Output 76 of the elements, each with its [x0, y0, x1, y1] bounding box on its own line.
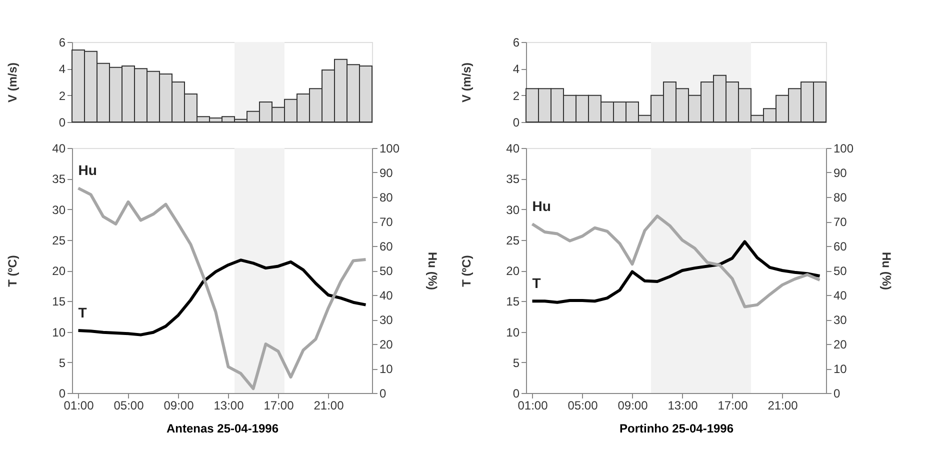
y2-tick-label: 70	[380, 215, 394, 229]
y-tick-label: 25	[506, 233, 520, 248]
series-label: T	[532, 275, 542, 292]
x-tick-label: 21:00	[768, 398, 798, 412]
x-tick-label: 13:00	[668, 398, 698, 412]
y-tick-label: 35	[506, 172, 520, 186]
y-axis-title: V (m/s)	[460, 62, 474, 103]
y-tick-label: 40	[52, 142, 66, 156]
y-tick-label: 35	[52, 172, 66, 186]
y2-tick-label: 60	[834, 240, 848, 254]
y2-tick-label: 10	[834, 362, 848, 376]
y-tick-label: 40	[506, 142, 520, 156]
series-label: Hu	[532, 198, 551, 214]
y2-tick-label: 50	[380, 264, 394, 278]
x-tick-label: 21:00	[314, 398, 344, 412]
x-tick-label: 05:00	[568, 398, 598, 412]
y2-tick-label: 90	[834, 166, 848, 180]
y2-tick-label: 10	[380, 362, 394, 376]
y-tick-label: 5	[512, 356, 520, 370]
y2-axis-title: Hu (%)	[426, 252, 440, 290]
y2-tick-label: 60	[380, 240, 394, 254]
line-series	[76, 186, 368, 390]
y-tick-label: 5	[58, 356, 66, 370]
y-tick-label: 0	[512, 116, 520, 130]
y-tick-label: 6	[512, 36, 520, 50]
y-tick-label: 2	[512, 88, 520, 103]
x-tick-label: 09:00	[618, 398, 648, 412]
y2-tick-label: 30	[834, 313, 848, 327]
x-axis-title: Portinho 25-04-1996	[619, 422, 734, 436]
y2-tick-label: 80	[834, 190, 848, 204]
y-tick-label: 20	[52, 264, 66, 278]
x-tick-label: 01:00	[64, 398, 94, 412]
y2-tick-label: 80	[380, 190, 394, 204]
y-tick-label: 0	[512, 386, 520, 400]
y-tick-label: 4	[58, 62, 66, 76]
x-axis-title: Antenas 25-04-1996	[166, 422, 279, 436]
y-tick-label: 10	[506, 325, 520, 340]
x-tick-label: 17:00	[718, 398, 748, 412]
y-tick-label: 25	[52, 233, 66, 248]
y-tick-label: 6	[58, 36, 66, 50]
x-tick-label: 17:00	[264, 398, 294, 412]
y2-tick-label: 0	[834, 386, 840, 400]
line-series	[76, 258, 368, 336]
series-label: T	[78, 304, 88, 321]
y-tick-label: 30	[52, 202, 66, 217]
y2-tick-label: 90	[380, 166, 394, 180]
y-tick-label: 4	[512, 62, 520, 76]
y-tick-label: 15	[506, 294, 520, 309]
y2-tick-label: 30	[380, 313, 394, 327]
y2-tick-label: 40	[380, 288, 394, 302]
y-tick-label: 10	[52, 325, 66, 340]
y2-tick-label: 20	[834, 338, 848, 352]
y-tick-label: 2	[58, 88, 66, 103]
y2-axis-title: Hu (%)	[880, 252, 894, 290]
y-axis-title: T (ºC)	[460, 255, 474, 287]
y2-tick-label: 0	[380, 386, 386, 400]
y2-tick-label: 100	[380, 142, 400, 156]
y-tick-label: 30	[506, 202, 520, 217]
line-series	[530, 240, 822, 304]
y2-tick-label: 50	[834, 264, 848, 278]
y-tick-label: 0	[58, 116, 66, 130]
x-tick-label: 13:00	[214, 398, 244, 412]
y-tick-label: 20	[506, 264, 520, 278]
y-tick-label: 15	[52, 294, 66, 309]
y-axis-title: T (ºC)	[6, 255, 20, 287]
y2-tick-label: 70	[834, 215, 848, 229]
series-label: Hu	[78, 162, 97, 178]
y2-tick-label: 100	[834, 142, 854, 156]
x-tick-label: 01:00	[518, 398, 548, 412]
x-tick-label: 09:00	[164, 398, 194, 412]
line-series	[530, 214, 822, 308]
y2-tick-label: 20	[380, 338, 394, 352]
x-tick-label: 05:00	[114, 398, 144, 412]
y2-tick-label: 40	[834, 288, 848, 302]
y-axis-title: V (m/s)	[6, 62, 20, 103]
y-tick-label: 0	[58, 386, 66, 400]
